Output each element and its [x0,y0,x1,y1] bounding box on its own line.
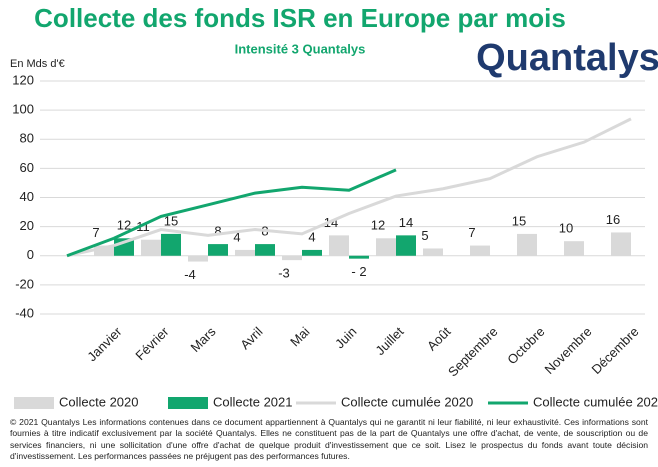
data-label: -4 [184,267,196,282]
bar [235,249,255,256]
bar [282,255,302,261]
y-tick-label: 100 [12,102,34,117]
data-label: 12 [371,218,385,233]
legend-label: Collecte 2021 [213,394,293,409]
legend-label: Collecte cumulée 2021 [533,394,658,409]
data-label: 7 [92,225,99,240]
y-tick-label: 80 [20,131,34,146]
data-label: 8 [214,224,221,239]
bar [329,235,349,256]
line [113,168,397,240]
bar [470,245,490,256]
data-label: 5 [421,228,428,243]
chart-title: Collecte des fonds ISR en Europe par moi… [34,3,566,33]
data-label: - 2 [351,264,366,279]
y-tick-label: 60 [20,160,34,175]
bar [188,255,208,262]
logo: Quantalys [476,37,658,79]
data-label: 4 [233,229,240,244]
x-tick-label: Avril [237,324,265,352]
bar [349,255,369,259]
bar [161,233,181,256]
x-tick-label: Février [132,323,172,363]
y-tick-label: -20 [15,276,34,291]
bar [208,244,228,256]
chart-subtitle: Intensité 3 Quantalys [235,41,366,56]
footnote: © 2021 Quantalys Les informations conten… [10,417,648,461]
bar [141,239,161,256]
x-tick-label: Janvier [84,323,125,364]
legend-swatch [14,397,54,409]
bar [517,233,537,256]
legend-swatch [168,397,208,409]
data-label: 4 [308,229,315,244]
y-tick-label: -40 [15,305,34,320]
bar [396,235,416,256]
y-tick-label: 20 [20,218,34,233]
bar [255,244,275,256]
y-tick-label: 40 [20,189,34,204]
y-tick-label: 0 [27,247,34,262]
data-label: 10 [559,221,573,236]
bar [302,249,322,256]
y-axis-label: En Mds d'€ [10,58,65,70]
bar [376,238,396,256]
legend-label: Collecte cumulée 2020 [341,394,473,409]
data-label: 15 [164,213,178,228]
x-tick-label: Août [424,324,454,354]
x-tick-label: Mars [188,324,219,355]
data-label: 15 [512,213,526,228]
data-label: 16 [606,212,620,227]
bar [564,241,584,256]
bar [94,245,114,256]
bar [423,248,443,256]
y-tick-label: 120 [12,72,34,87]
data-label: 7 [468,225,475,240]
line-origin [66,236,115,258]
data-label: 14 [399,215,413,230]
line [113,117,632,247]
x-tick-label: Juin [332,324,359,351]
data-label: -3 [278,266,290,281]
data-label: 12 [117,218,131,233]
x-tick-label: Décembre [589,324,642,377]
x-tick-label: Octobre [504,324,547,367]
x-tick-label: Mai [287,324,312,349]
x-tick-label: Septembre [445,324,501,380]
x-tick-label: Juillet [372,324,406,358]
legend-label: Collecte 2020 [59,394,139,409]
bar [611,232,631,256]
x-tick-label: Novembre [542,324,595,377]
